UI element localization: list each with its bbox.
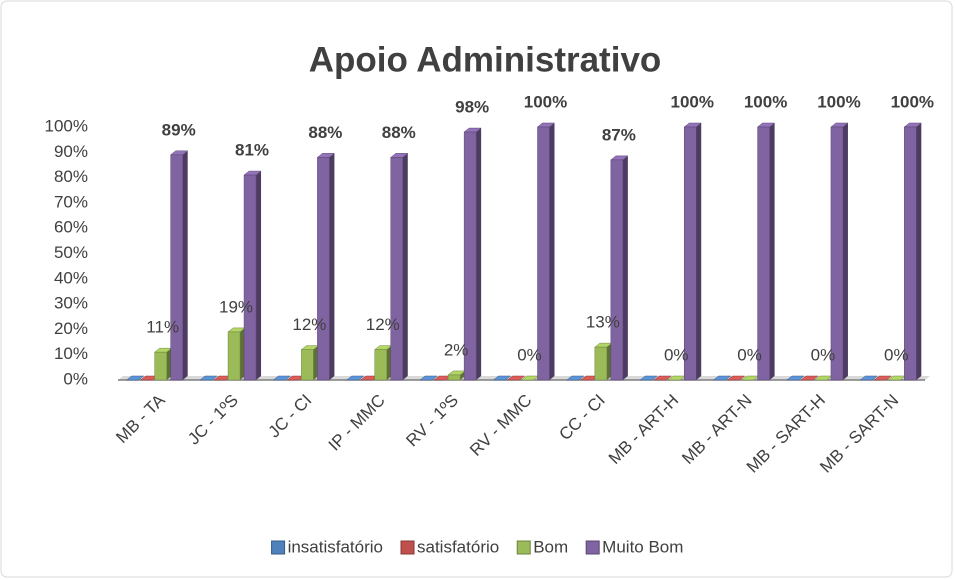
bar — [463, 131, 477, 381]
bar-side — [696, 123, 702, 380]
data-label: 0% — [517, 345, 542, 364]
data-label: 0% — [664, 345, 689, 364]
bar-top — [800, 375, 819, 381]
bar-top — [726, 375, 746, 381]
bar-side — [476, 128, 482, 380]
data-label: 100% — [817, 92, 860, 111]
y-tick-label: 30% — [54, 294, 88, 313]
data-label: 12% — [292, 315, 326, 334]
bar — [757, 126, 770, 381]
y-tick-label: 70% — [54, 192, 88, 211]
bar — [243, 174, 257, 381]
legend: insatisfatório satisfatório Bom Muito Bom — [271, 537, 683, 556]
y-tick-label: 20% — [54, 319, 88, 338]
bar-top — [639, 375, 658, 381]
legend-label: Bom — [533, 537, 568, 556]
bar-top — [419, 375, 438, 381]
bar — [317, 157, 330, 381]
data-label: 0% — [737, 345, 762, 364]
bar — [537, 126, 550, 381]
data-label: 2% — [444, 340, 469, 359]
bar-side — [182, 150, 188, 380]
data-label: 100% — [891, 92, 934, 111]
data-label: 81% — [235, 141, 269, 160]
bar — [830, 126, 844, 381]
y-tick-label: 80% — [54, 167, 88, 186]
legend-swatch — [271, 540, 286, 555]
data-label: 100% — [524, 92, 567, 111]
y-tick-label: 40% — [54, 268, 88, 287]
data-label: 88% — [308, 123, 342, 142]
bar-top — [506, 375, 526, 381]
data-label: 0% — [884, 345, 909, 364]
data-label: 11% — [146, 318, 179, 337]
bar-side — [842, 123, 848, 380]
bar-top — [125, 375, 145, 381]
data-label: 98% — [455, 98, 489, 117]
bar-top — [346, 375, 365, 381]
y-tick-label: 50% — [54, 243, 88, 262]
bar-side — [329, 153, 335, 380]
legend-swatch — [400, 540, 415, 555]
chart-title: Apoio Administrativo — [309, 40, 662, 79]
data-label: 13% — [586, 313, 620, 332]
data-label: 89% — [162, 120, 196, 139]
bar-side — [549, 123, 555, 380]
bar-top — [272, 375, 292, 381]
bar — [374, 349, 388, 381]
legend-label: satisfatório — [417, 537, 499, 556]
bar — [610, 159, 624, 381]
bar-top — [199, 375, 218, 381]
legend-label: insatisfatório — [288, 537, 383, 556]
bar-side — [622, 155, 628, 380]
bar-top — [859, 375, 879, 381]
bar-side — [769, 123, 775, 380]
bar-top — [566, 375, 585, 381]
bar — [170, 154, 183, 381]
bar — [154, 351, 167, 381]
data-label: 100% — [744, 92, 787, 111]
data-label: 100% — [670, 92, 713, 111]
legend-swatch — [516, 540, 531, 555]
y-tick-label: 10% — [54, 344, 88, 363]
bar — [904, 126, 917, 381]
legend-label: Muito Bom — [602, 537, 683, 556]
data-label: 12% — [366, 315, 400, 334]
data-label: 19% — [219, 297, 253, 316]
legend-swatch — [585, 540, 600, 555]
bar-top — [786, 375, 805, 381]
bar — [683, 126, 697, 381]
data-label: 0% — [811, 345, 836, 364]
bar-top — [712, 375, 732, 381]
bar-top — [873, 375, 893, 381]
bar-side — [402, 153, 408, 380]
y-tick-label: 100% — [45, 116, 88, 135]
y-tick-label: 0% — [63, 369, 88, 388]
bar-top — [492, 375, 512, 381]
bar — [447, 374, 461, 381]
bar-side — [916, 123, 922, 380]
y-tick-label: 60% — [54, 218, 88, 237]
bar — [594, 346, 608, 381]
y-tick-label: 90% — [54, 142, 88, 161]
bar — [390, 157, 404, 381]
bar — [227, 331, 241, 381]
data-label: 87% — [602, 125, 636, 144]
data-label: 88% — [382, 123, 416, 142]
bar — [301, 349, 314, 381]
bar-side — [256, 171, 262, 380]
bar-top — [653, 375, 672, 381]
